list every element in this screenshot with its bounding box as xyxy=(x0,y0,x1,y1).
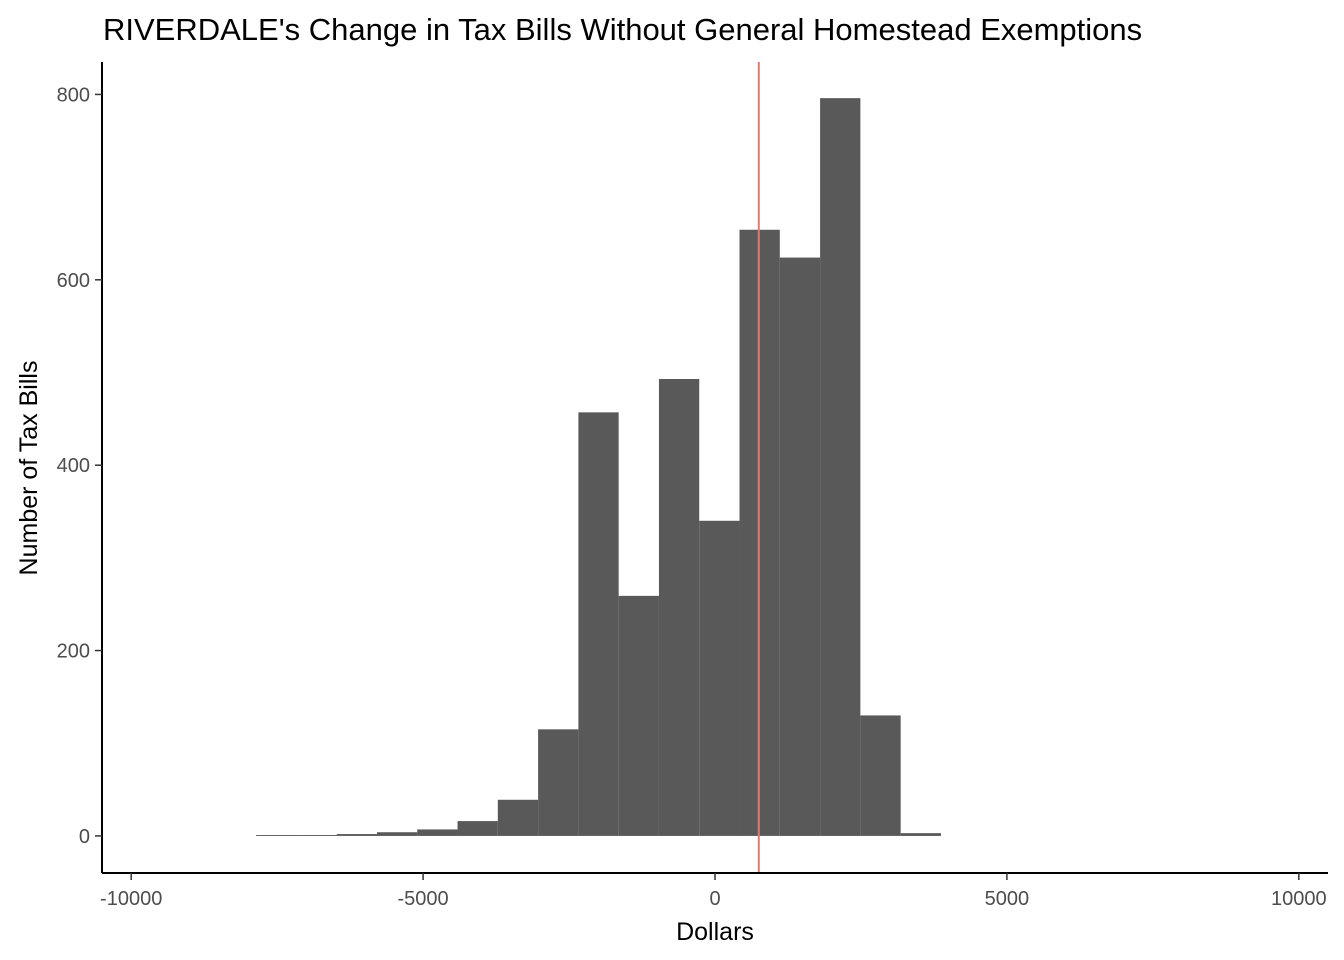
y-tick-label: 400 xyxy=(57,455,90,477)
histogram-bar xyxy=(578,412,619,836)
x-tick-label: 0 xyxy=(709,888,720,910)
histogram-bar xyxy=(820,98,861,836)
x-tick-label: 10000 xyxy=(1271,888,1327,910)
histogram-bar xyxy=(497,799,539,836)
histogram-bar xyxy=(860,715,901,836)
x-ticks: -10000 -5000 0 5000 10000 xyxy=(100,873,1327,910)
bars-layer xyxy=(256,98,941,836)
histogram-bar xyxy=(538,729,579,836)
x-tick-label: -10000 xyxy=(100,888,162,910)
histogram-bar xyxy=(779,257,821,836)
x-tick-label: -5000 xyxy=(398,888,449,910)
y-tick-label: 200 xyxy=(57,641,90,663)
histogram-bar xyxy=(336,834,377,836)
x-tick-label: 5000 xyxy=(985,888,1030,910)
y-tick-label: 800 xyxy=(57,84,90,106)
histogram-bar xyxy=(296,835,337,836)
histogram-bar xyxy=(417,829,458,836)
chart-title: RIVERDALE's Change in Tax Bills Without … xyxy=(103,12,1142,47)
y-tick-label: 600 xyxy=(57,270,90,292)
x-axis-label: Dollars xyxy=(676,918,754,946)
y-ticks: 0 200 400 600 800 xyxy=(57,84,102,848)
y-tick-label: 0 xyxy=(79,826,90,848)
histogram-bar xyxy=(256,835,297,836)
histogram-bar xyxy=(699,520,740,836)
histogram-bar xyxy=(658,378,700,836)
histogram-bar xyxy=(457,821,498,836)
histogram-bar xyxy=(900,833,941,836)
histogram-bar xyxy=(376,832,418,836)
histogram-bar xyxy=(618,595,659,836)
y-axis-label: Number of Tax Bills xyxy=(15,361,43,576)
